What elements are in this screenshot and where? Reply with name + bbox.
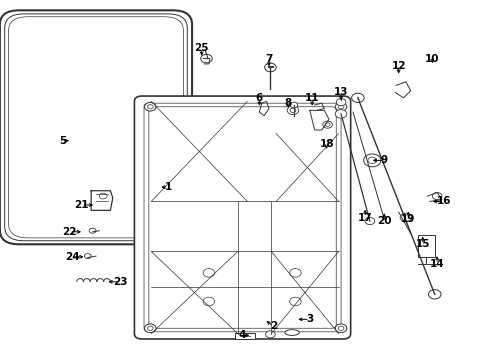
Circle shape bbox=[336, 99, 345, 106]
Circle shape bbox=[431, 193, 441, 200]
Circle shape bbox=[289, 269, 301, 277]
Circle shape bbox=[264, 63, 276, 72]
Text: 19: 19 bbox=[400, 214, 415, 224]
Text: 15: 15 bbox=[415, 239, 429, 249]
FancyBboxPatch shape bbox=[5, 14, 187, 241]
Text: 24: 24 bbox=[64, 252, 79, 262]
Circle shape bbox=[289, 102, 297, 108]
Text: 10: 10 bbox=[424, 54, 439, 64]
Circle shape bbox=[335, 110, 346, 118]
Text: 23: 23 bbox=[113, 277, 127, 287]
Circle shape bbox=[99, 193, 107, 199]
Bar bbox=[417, 235, 434, 257]
Circle shape bbox=[363, 154, 380, 167]
Text: 16: 16 bbox=[436, 197, 451, 206]
Text: 21: 21 bbox=[74, 200, 89, 210]
Circle shape bbox=[147, 105, 153, 109]
Text: 18: 18 bbox=[319, 139, 333, 149]
Text: 20: 20 bbox=[376, 216, 391, 226]
Text: 13: 13 bbox=[333, 87, 347, 98]
FancyBboxPatch shape bbox=[8, 17, 183, 238]
Ellipse shape bbox=[284, 330, 299, 336]
Circle shape bbox=[338, 326, 343, 330]
Text: 14: 14 bbox=[429, 259, 444, 269]
Circle shape bbox=[367, 157, 376, 163]
Text: 2: 2 bbox=[269, 321, 277, 332]
Text: 12: 12 bbox=[391, 61, 405, 71]
Text: 6: 6 bbox=[255, 93, 263, 103]
Circle shape bbox=[89, 228, 96, 233]
Text: 5: 5 bbox=[59, 136, 66, 146]
Circle shape bbox=[203, 297, 214, 306]
Circle shape bbox=[322, 121, 332, 128]
Circle shape bbox=[335, 324, 346, 333]
FancyBboxPatch shape bbox=[134, 96, 350, 339]
Text: 1: 1 bbox=[164, 182, 171, 192]
Text: 9: 9 bbox=[380, 156, 387, 165]
Circle shape bbox=[365, 217, 374, 225]
Circle shape bbox=[203, 269, 214, 277]
Circle shape bbox=[200, 54, 212, 63]
Circle shape bbox=[84, 253, 91, 258]
FancyBboxPatch shape bbox=[0, 10, 192, 244]
Circle shape bbox=[325, 123, 329, 126]
Circle shape bbox=[399, 213, 411, 222]
Bar bbox=[235, 333, 254, 339]
Text: 4: 4 bbox=[238, 330, 246, 341]
Circle shape bbox=[289, 108, 295, 112]
Text: 8: 8 bbox=[284, 98, 291, 108]
Circle shape bbox=[144, 324, 156, 333]
Text: 22: 22 bbox=[62, 227, 77, 237]
Text: 11: 11 bbox=[305, 93, 319, 103]
Circle shape bbox=[286, 106, 298, 114]
Text: 17: 17 bbox=[357, 212, 372, 222]
Text: 25: 25 bbox=[194, 43, 208, 53]
Text: 3: 3 bbox=[305, 314, 313, 324]
Circle shape bbox=[147, 326, 153, 330]
Circle shape bbox=[289, 297, 301, 306]
Circle shape bbox=[427, 290, 440, 299]
Circle shape bbox=[335, 103, 346, 111]
Circle shape bbox=[265, 331, 275, 338]
Text: 7: 7 bbox=[264, 54, 272, 64]
Circle shape bbox=[144, 103, 156, 111]
Circle shape bbox=[338, 105, 343, 109]
Circle shape bbox=[351, 93, 364, 103]
